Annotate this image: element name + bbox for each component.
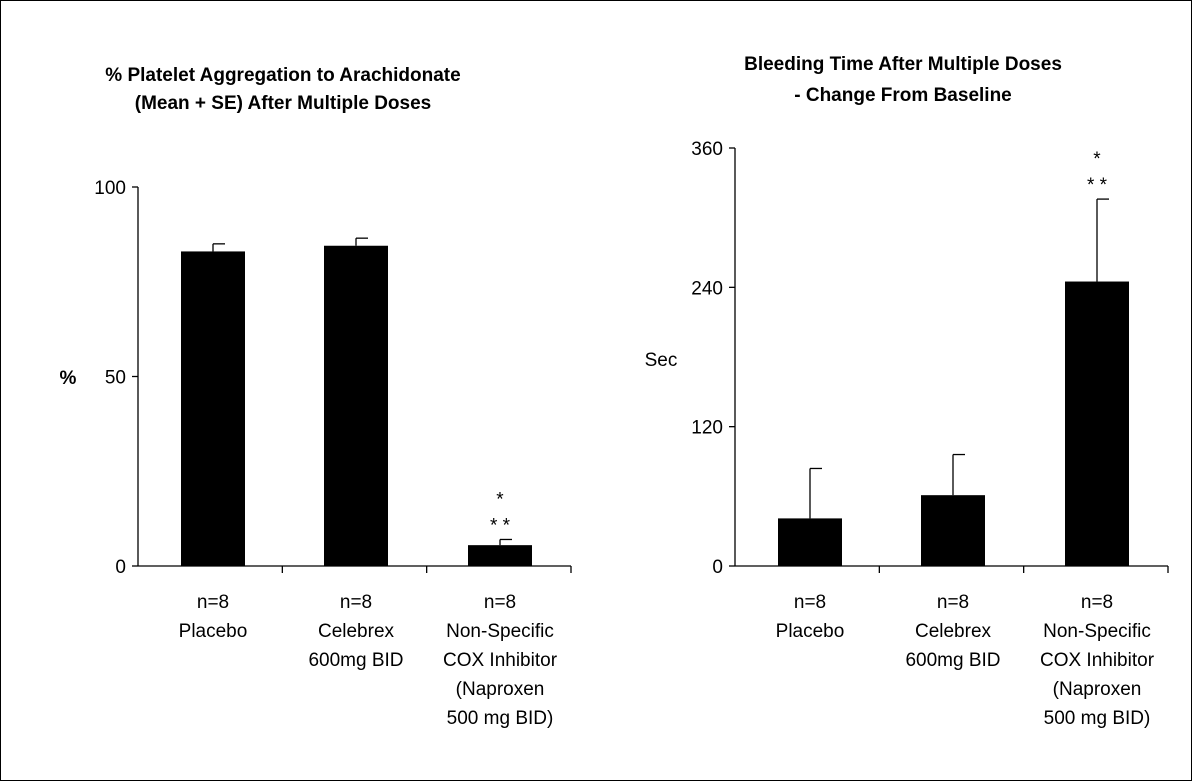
y-tick-label: 100 [94,178,126,199]
category-label-line: 600mg BID [905,650,1000,671]
category-label-line: n=8 [1081,592,1113,613]
bar [324,246,388,566]
category-label-line: Celebrex [318,621,395,642]
category-label-line: Non-Specific [1043,621,1151,642]
significance-marker: * [496,489,504,510]
category-label-line: n=8 [340,592,372,613]
category-label-line: Non-Specific [446,621,554,642]
y-tick-label: 0 [115,557,126,578]
y-tick-label: 50 [105,368,126,389]
category-label-line: (Naproxen [1053,679,1142,700]
chart-title-line: % Platelet Aggregation to Arachidonate [105,65,460,86]
category-label-line: n=8 [937,592,969,613]
category-label-line: (Naproxen [456,679,545,700]
category-label-line: COX Inhibitor [443,650,558,671]
category-label-line: n=8 [197,592,229,613]
bar [181,251,245,566]
significance-marker: * * [1087,175,1108,196]
category-label-line: 600mg BID [308,650,403,671]
category-label-line: Placebo [179,621,248,642]
y-tick-label: 360 [691,139,723,160]
y-tick-label: 240 [691,278,723,299]
bar [778,518,842,566]
bar [921,495,985,566]
platelet-aggregation-chart: % Platelet Aggregation to Arachidonate (M… [60,65,571,729]
chart-title-line: - Change From Baseline [794,85,1012,106]
y-axis-label: % [60,368,77,389]
category-label-line: COX Inhibitor [1040,650,1155,671]
y-axis-label: Sec [645,350,678,371]
bar [1065,282,1129,566]
category-label-line: n=8 [794,592,826,613]
bleeding-time-chart: Bleeding Time After Multiple Doses - Chan… [645,54,1168,729]
y-tick-label: 120 [691,418,723,439]
bar [468,545,532,566]
y-tick-label: 0 [712,557,723,578]
chart-title-line: Bleeding Time After Multiple Doses [744,54,1062,75]
chart-title-line: (Mean + SE) After Multiple Doses [135,93,432,114]
category-label-line: Placebo [776,621,845,642]
category-label-line: 500 mg BID) [447,708,554,729]
category-label-line: n=8 [484,592,516,613]
category-label-line: Celebrex [915,621,992,642]
significance-marker: * [1093,149,1101,170]
significance-marker: * * [490,515,511,536]
category-label-line: 500 mg BID) [1044,708,1151,729]
